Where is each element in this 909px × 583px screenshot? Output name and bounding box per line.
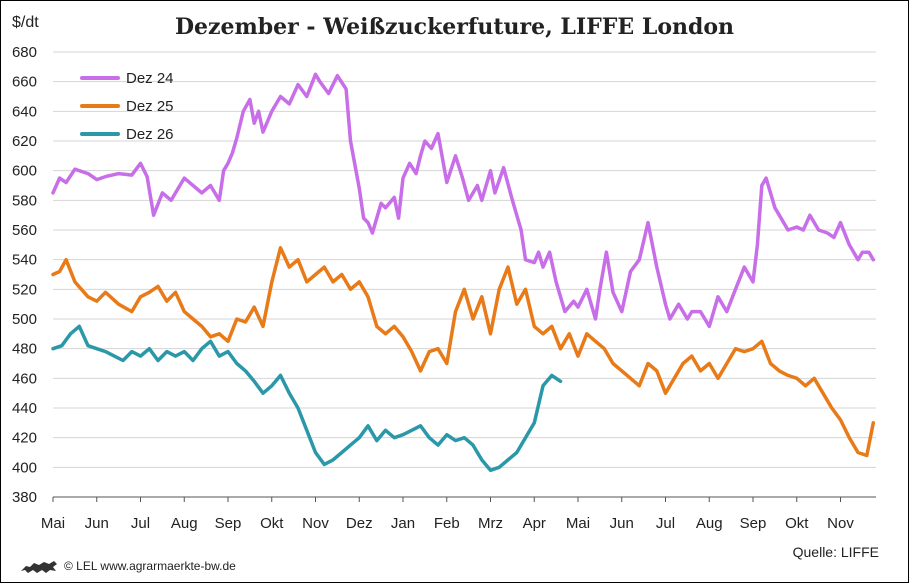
x-tick-label: Jul <box>656 515 675 532</box>
legend-swatch-dez-25 <box>80 104 120 108</box>
x-tick-label: Jun <box>610 515 634 532</box>
legend-label-dez-26: Dez 26 <box>126 125 174 143</box>
copyright-text: © LEL www.agrarmaerkte-bw.de <box>64 559 236 573</box>
y-tick-label: 560 <box>12 222 37 239</box>
source-label: Quelle: LIFFE <box>792 544 879 560</box>
x-tick-label: Feb <box>434 515 460 532</box>
legend-item-dez-25: Dez 25 <box>80 92 174 120</box>
y-tick-label: 440 <box>12 400 37 417</box>
y-tick-label: 500 <box>12 311 37 328</box>
chart-title: Dezember - Weißzuckerfuture, LIFFE Londo… <box>174 14 735 40</box>
series-line-dez-26 <box>51 324 563 473</box>
legend-label-dez-25: Dez 25 <box>126 97 174 115</box>
y-tick-label: 580 <box>12 192 37 209</box>
x-tick-label: Aug <box>696 515 723 532</box>
legend-swatch-dez-24 <box>80 76 120 80</box>
y-tick-label: 420 <box>12 430 37 447</box>
x-tick-label: Mai <box>566 515 590 532</box>
legend: Dez 24 Dez 25 Dez 26 <box>80 64 174 148</box>
y-axis-tick-labels: 380 400 420 440 460 480 500 520 540 560 580 600 620 6… <box>12 44 37 506</box>
y-tick-label: 660 <box>12 74 37 91</box>
lion-logo-icon <box>21 561 57 573</box>
gridlines <box>53 51 876 498</box>
y-tick-label: 400 <box>12 459 37 476</box>
y-tick-label: 620 <box>12 133 37 150</box>
legend-label-dez-24: Dez 24 <box>126 69 174 87</box>
x-tick-label: Jun <box>85 515 109 532</box>
x-tick-label: Sep <box>740 515 767 532</box>
legend-swatch-dez-26 <box>80 132 120 136</box>
legend-item-dez-24: Dez 24 <box>80 64 174 92</box>
x-tick-label: Sep <box>215 515 242 532</box>
y-tick-label: 520 <box>12 281 37 298</box>
y-tick-label: 640 <box>12 103 37 120</box>
x-tick-label: Mrz <box>478 515 503 532</box>
x-axis-tick-labels: Mai Jun Jul Aug Sep Okt Nov Dez Jan Feb Mrz Apr Mai J… <box>41 515 854 532</box>
y-tick-label: 540 <box>12 252 37 269</box>
x-tick-label: Jul <box>131 515 150 532</box>
x-tick-label: Mai <box>41 515 65 532</box>
series-line-dez-24 <box>51 72 876 329</box>
x-tick-label: Jan <box>391 515 415 532</box>
x-tick-label: Nov <box>827 515 854 532</box>
y-tick-label: 480 <box>12 341 37 358</box>
series-line-dez-25 <box>51 246 876 458</box>
x-tick-label: Apr <box>523 515 546 532</box>
legend-item-dez-26: Dez 26 <box>80 120 174 148</box>
x-tick-label: Dez <box>346 515 373 532</box>
x-tick-label: Aug <box>171 515 198 532</box>
y-tick-label: 460 <box>12 370 37 387</box>
x-tick-label: Okt <box>260 515 284 532</box>
x-tick-label: Nov <box>302 515 329 532</box>
footer-copyright: © LEL www.agrarmaerkte-bw.de <box>20 557 236 575</box>
y-tick-label: 680 <box>12 44 37 61</box>
x-axis <box>52 496 876 502</box>
series-lines <box>51 72 876 473</box>
y-tick-label: 600 <box>12 163 37 180</box>
x-tick-label: Okt <box>785 515 809 532</box>
y-axis-unit-label: $/dt <box>12 14 39 31</box>
y-tick-label: 380 <box>12 489 37 506</box>
